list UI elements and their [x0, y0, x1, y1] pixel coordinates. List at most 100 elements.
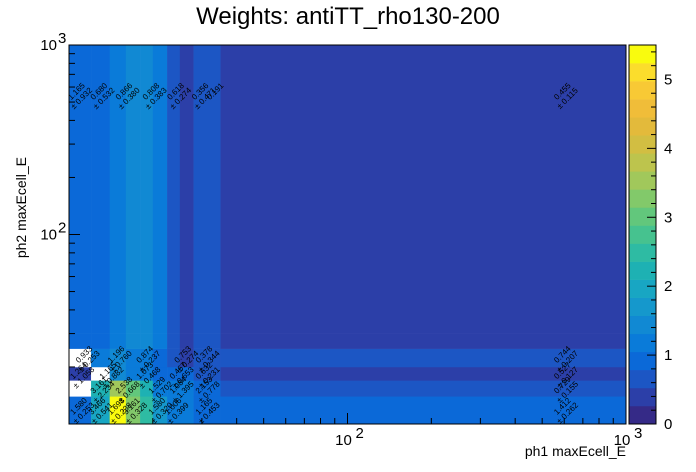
x-tick-label: 10 [614, 432, 631, 449]
heatmap-cell [152, 366, 168, 381]
y-axis-label: ph2 maxEcell_E [13, 157, 29, 258]
z-tick-label: 0 [664, 416, 672, 433]
heatmap-cell [167, 366, 181, 381]
x-tick-label: 10 [335, 432, 352, 449]
color-scale-swatch [629, 99, 656, 118]
heatmap-cell [167, 333, 181, 349]
heatmap-cell [140, 396, 154, 425]
heatmap-cell [125, 348, 141, 368]
heatmap-cell [179, 396, 194, 425]
heatmap-cell [220, 45, 627, 334]
color-scale-swatch [629, 243, 656, 262]
heatmap-cell [109, 380, 127, 397]
heatmap-cell [220, 396, 627, 425]
color-scale-swatch [629, 369, 656, 389]
heatmap-cell [193, 333, 221, 349]
heatmap-cell [193, 396, 221, 425]
heatmap-cell [193, 366, 221, 381]
heatmap-cell [91, 348, 110, 368]
color-scale-swatch [629, 171, 656, 190]
heatmap-cell [193, 348, 221, 368]
chart-title: Weights: antiTT_rho130-200 [196, 3, 500, 30]
heatmap-cell [69, 396, 92, 425]
z-tick-label: 5 [664, 71, 672, 88]
color-scale-swatch [629, 297, 656, 317]
heatmap-cell [152, 348, 168, 368]
color-scale-swatch [629, 279, 656, 298]
heatmap-cell [69, 348, 92, 368]
heatmap-cell [220, 366, 627, 381]
heatmap-cell [140, 380, 154, 397]
heatmap-cell [179, 348, 194, 368]
z-tick-label: 3 [664, 209, 672, 226]
axes: 10 2 10 310 210 3 [40, 30, 642, 449]
heatmap-cell [125, 396, 141, 425]
heatmap-cell [220, 348, 627, 368]
heatmap-cell [69, 380, 92, 397]
color-scale-swatch [629, 405, 656, 425]
heatmap-cell [152, 333, 168, 349]
heatmap-cell [125, 366, 141, 381]
heatmap-cell [91, 366, 110, 381]
z-tick-label: 1 [664, 347, 672, 364]
heatmap-cell [109, 333, 127, 349]
heatmap-cell [91, 396, 110, 425]
color-scale-swatch [629, 225, 656, 244]
color-scale-swatch [629, 135, 656, 154]
heatmap-cell [109, 366, 127, 381]
color-scale-swatch [629, 333, 656, 353]
color-scale-swatch [629, 261, 656, 280]
color-scale-swatch [629, 117, 656, 136]
x-tick-exponent: 2 [356, 425, 364, 442]
y-tick-label: 10 [40, 37, 57, 54]
heatmap-cell [179, 380, 194, 397]
heatmap-cell [152, 45, 168, 334]
color-scale-swatch [629, 189, 656, 208]
heatmap-cell [109, 348, 127, 368]
color-scale-swatch [629, 45, 656, 64]
heatmap-cell [167, 348, 181, 368]
color-scale-swatch [629, 207, 656, 226]
heatmap-cell [91, 45, 110, 334]
heatmap-cell [69, 45, 92, 334]
heatmap-cell [109, 396, 127, 425]
heatmap-cell [125, 333, 141, 349]
heatmap-cell [140, 45, 154, 334]
heatmap-cell [167, 396, 181, 425]
heatmap-cell [125, 380, 141, 397]
x-tick-exponent: 3 [634, 425, 642, 442]
heatmap-cell [179, 45, 194, 334]
y-tick-label: 10 [40, 227, 57, 244]
heatmap-cells [69, 45, 627, 425]
z-tick-label: 2 [664, 278, 672, 295]
color-scale-swatch [629, 81, 656, 100]
color-scale-swatch [629, 315, 656, 335]
z-tick-label: 4 [664, 140, 672, 157]
heatmap-cell [167, 380, 181, 397]
color-scale-frame [628, 44, 657, 425]
y-tick-exponent: 2 [58, 220, 66, 237]
color-scale-swatch [629, 63, 656, 82]
heatmap-cell [179, 333, 194, 349]
heatmap-cell [152, 380, 168, 397]
heatmap-cell [220, 333, 627, 349]
heatmap-cell [193, 45, 221, 334]
heatmap-cell [140, 348, 154, 368]
y-tick-exponent: 3 [58, 30, 66, 47]
x-axis-label: ph1 maxEcell_E [525, 443, 626, 459]
heatmap-cell [69, 366, 92, 381]
heatmap-cell [125, 45, 141, 334]
heatmap-cell [167, 45, 181, 334]
heatmap-cell [109, 45, 127, 334]
color-scale-swatch [629, 387, 656, 407]
heatmap-cell [193, 380, 221, 397]
color-scale-swatch [629, 351, 656, 371]
heatmap-cell [69, 333, 92, 349]
heatmap-cell [220, 380, 627, 397]
heatmap-cell [152, 396, 168, 425]
heatmap-cell [91, 380, 110, 397]
heatmap-cell [140, 366, 154, 381]
color-scale-swatch [629, 153, 656, 172]
heatmap-cell [179, 366, 194, 381]
